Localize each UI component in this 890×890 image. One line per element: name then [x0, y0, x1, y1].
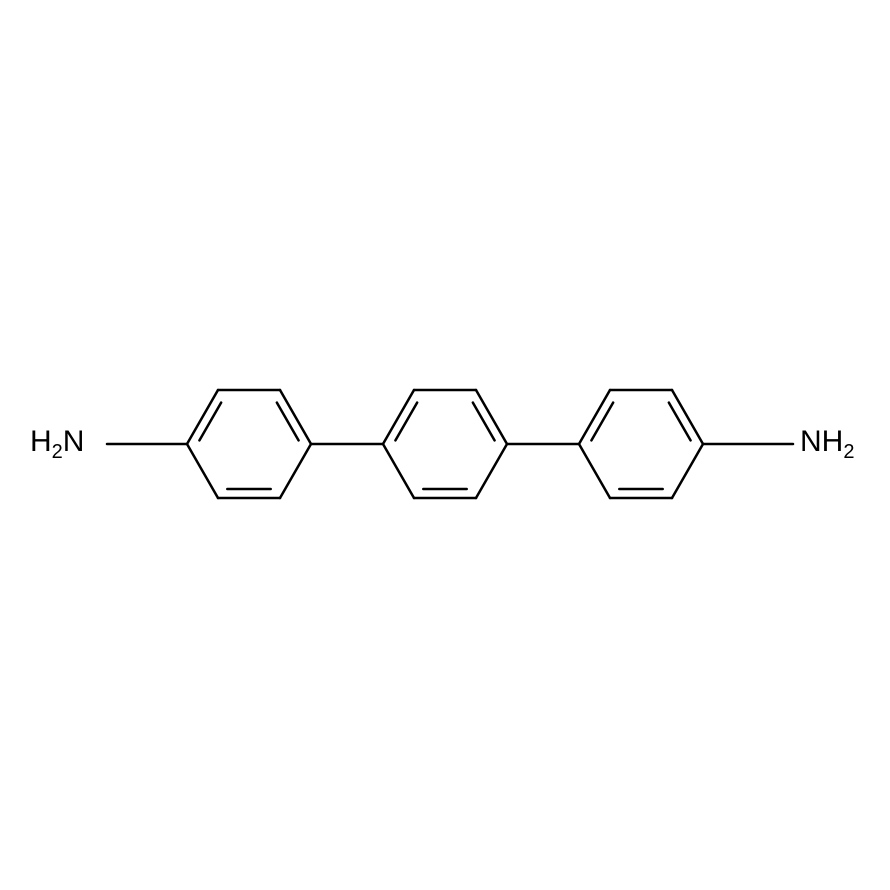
- molecule-diagram: [0, 0, 890, 890]
- left-amine-label: H2N: [30, 427, 84, 462]
- right-amine-label: NH2: [800, 427, 854, 462]
